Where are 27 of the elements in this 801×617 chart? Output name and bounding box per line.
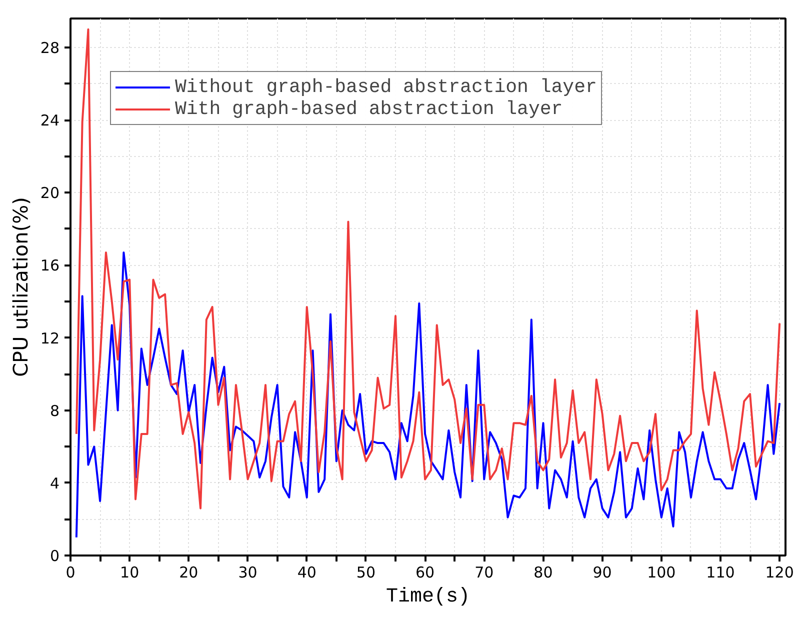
y-tick-label: 8 bbox=[50, 402, 60, 420]
y-tick-label: 0 bbox=[50, 547, 60, 565]
x-tick-label: 30 bbox=[238, 564, 258, 582]
x-tick-label: 60 bbox=[416, 564, 435, 582]
y-tick-label: 20 bbox=[40, 184, 60, 202]
x-tick-label: 10 bbox=[120, 564, 140, 582]
x-tick-label: 70 bbox=[474, 564, 494, 582]
x-tick-label: 90 bbox=[592, 564, 612, 582]
legend-label: Without graph-based abstraction layer bbox=[175, 76, 597, 98]
x-tick-label: 120 bbox=[765, 564, 794, 582]
x-tick-label: 50 bbox=[356, 564, 376, 582]
line-series bbox=[75, 28, 781, 510]
y-tick-label: 4 bbox=[50, 474, 60, 492]
x-tick-label: 0 bbox=[66, 564, 76, 582]
x-axis-title: Time(s) bbox=[386, 586, 470, 608]
y-axis-title: CPU utilization(%) bbox=[8, 197, 32, 377]
y-tick-label: 12 bbox=[40, 329, 60, 348]
y-tick-label: 28 bbox=[40, 39, 60, 58]
x-tick-label: 40 bbox=[297, 564, 316, 582]
legend-label: With graph-based abstraction layer bbox=[175, 98, 563, 120]
y-tick-label: 16 bbox=[40, 256, 60, 275]
line-series bbox=[75, 252, 781, 538]
x-tick-label: 100 bbox=[647, 564, 676, 582]
x-tick-label: 80 bbox=[534, 564, 553, 582]
x-tick-label: 20 bbox=[179, 564, 198, 582]
x-tick-label: 110 bbox=[706, 564, 735, 582]
y-tick-label: 24 bbox=[40, 112, 60, 130]
